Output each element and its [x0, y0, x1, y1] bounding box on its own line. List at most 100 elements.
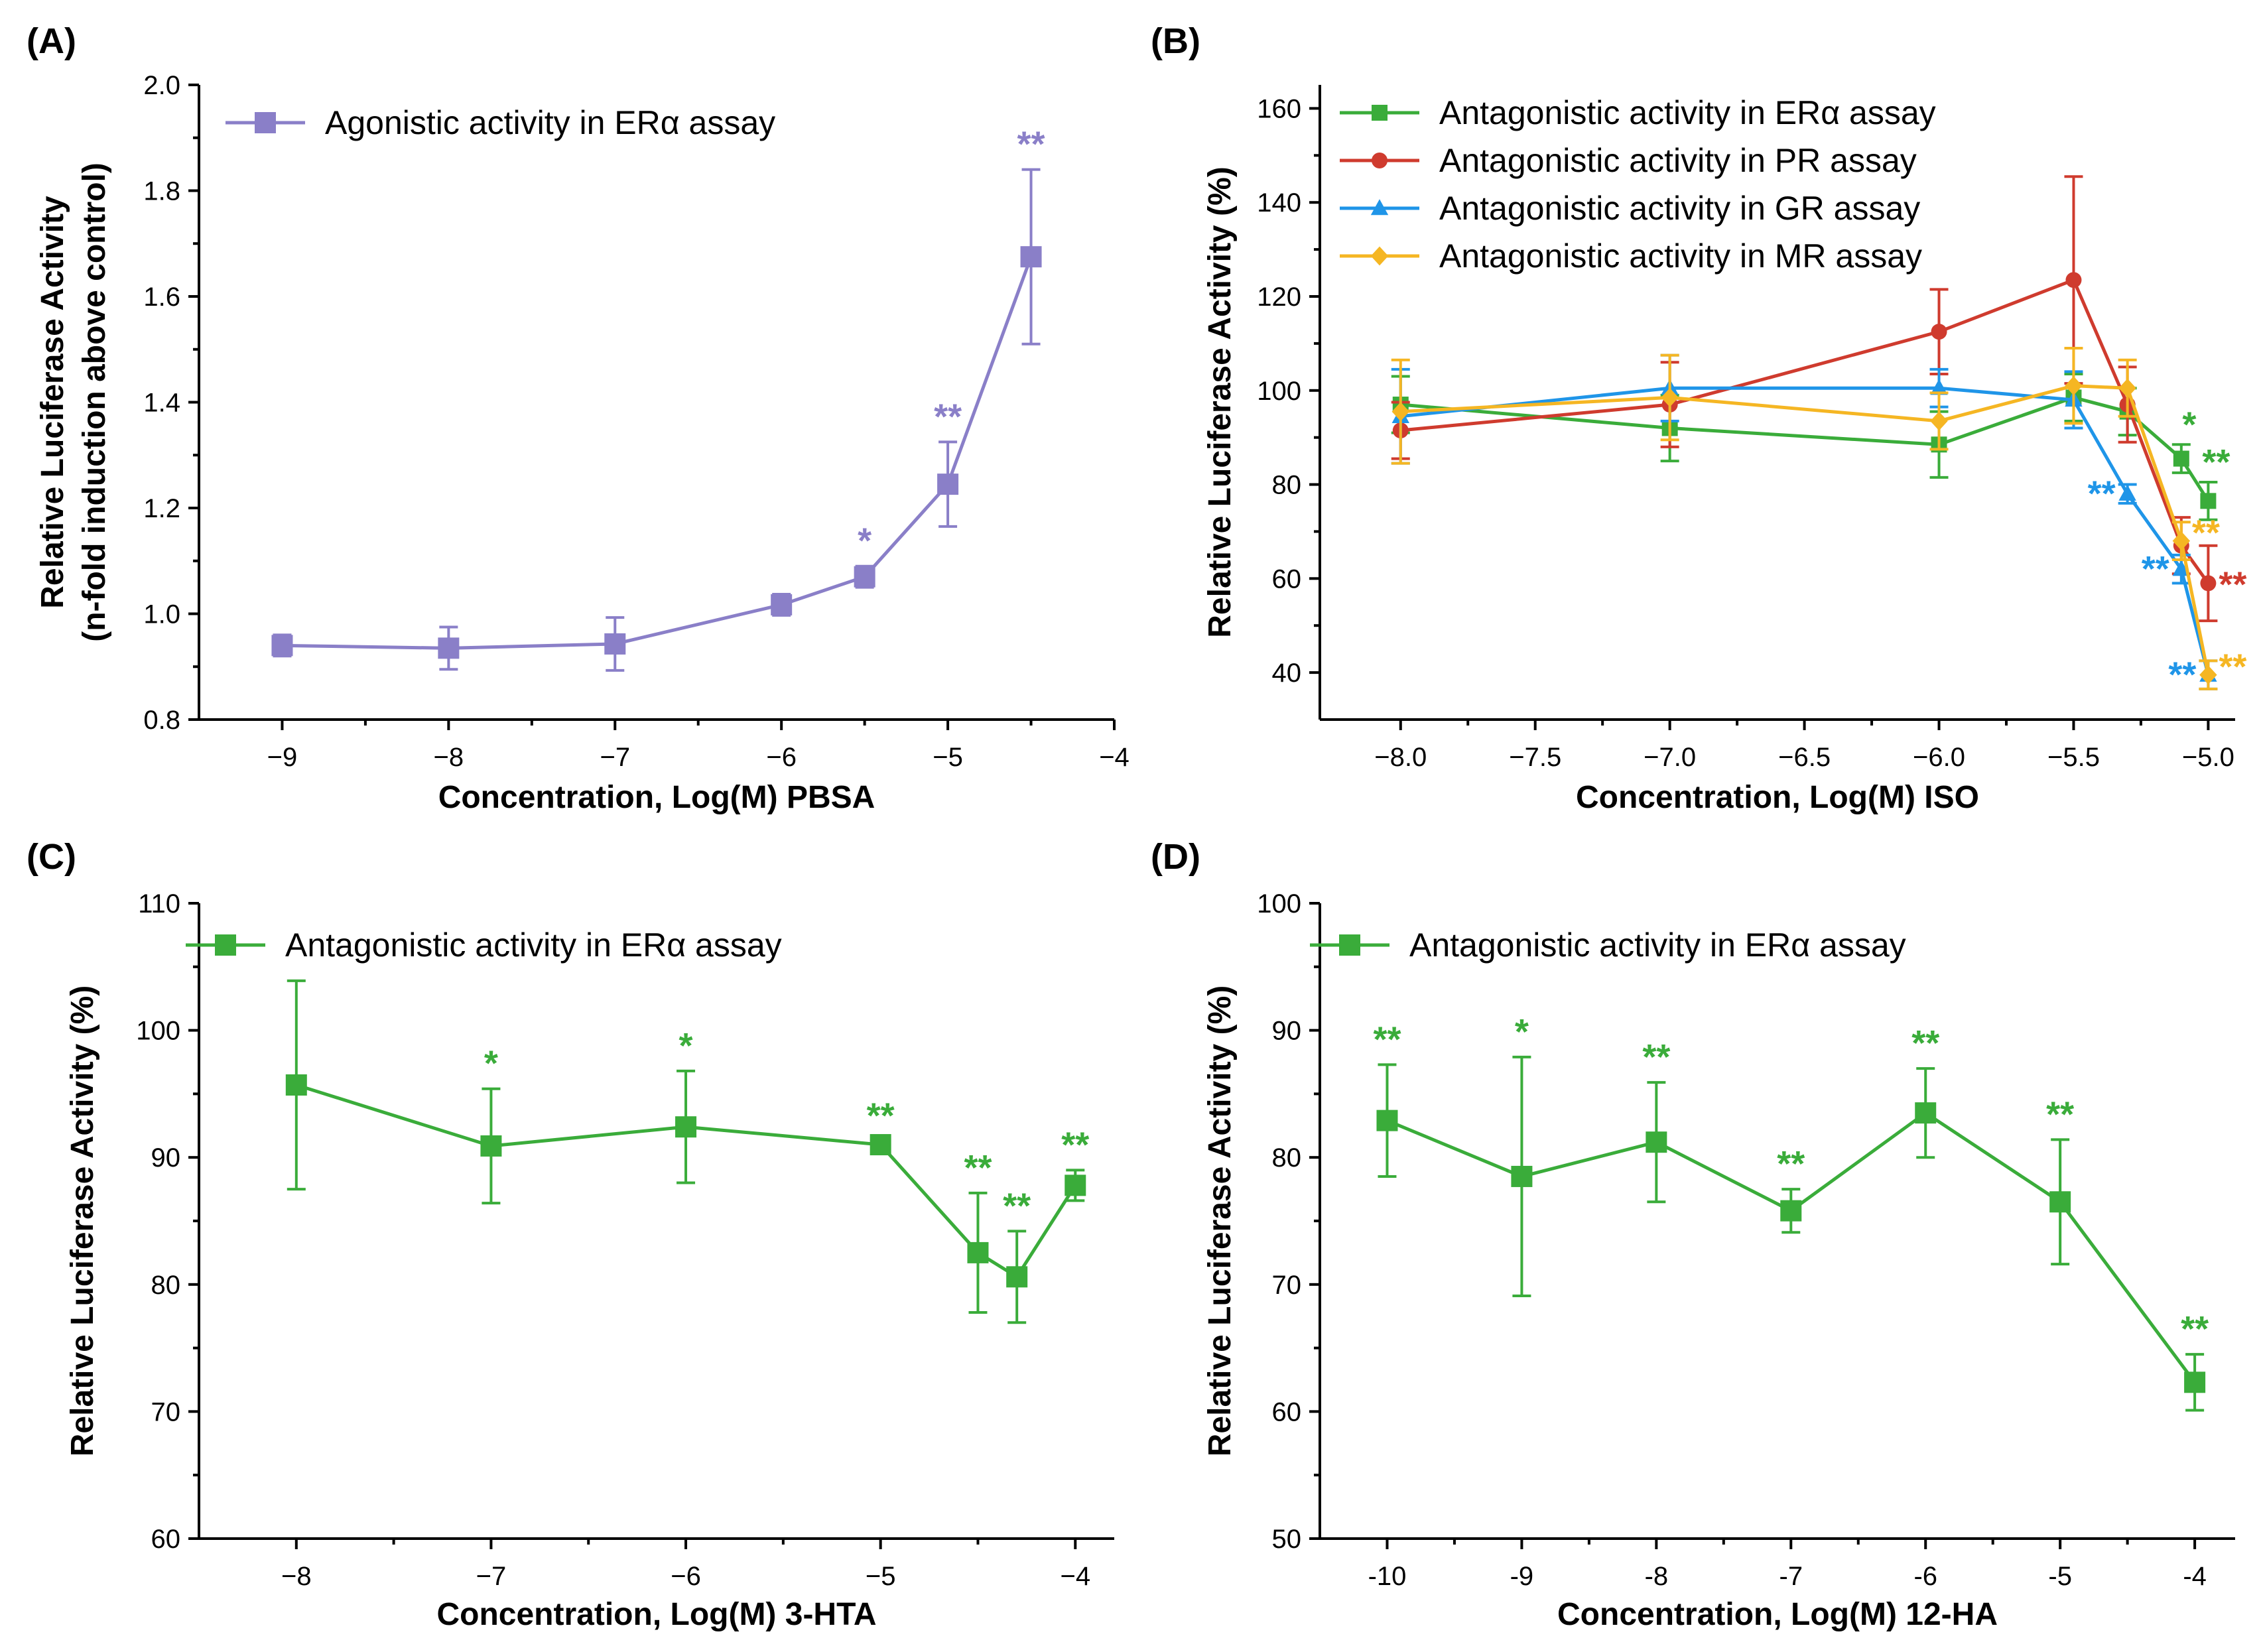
- legend-label: Antagonistic activity in ERα assay: [1439, 94, 1936, 131]
- y-tick-label: 120: [1257, 283, 1301, 312]
- data-point: [2118, 484, 2136, 501]
- x-tick-label: −6: [671, 1562, 701, 1591]
- x-tick-label: -9: [1510, 1562, 1534, 1591]
- x-tick-label: -5: [2048, 1562, 2072, 1591]
- panel-letter: (A): [27, 21, 76, 61]
- y-tick-label: 80: [1272, 471, 1302, 500]
- panel-b: (B) −8.0 −7.5 −7.0 −6.5 −6.0 −5.5 −5.0 40 60 80 100…: [1151, 21, 2246, 815]
- y-tick-label: 40: [1272, 659, 1302, 688]
- panel-a: (A) −9 −8 −7 −6 −5 −4 0.8 1.0 1.2 1.4 1.6 1.8 2.0 Conc…: [27, 21, 1130, 815]
- significance-label: **: [1061, 1125, 1089, 1165]
- significance-label: **: [2219, 564, 2246, 604]
- data-point: [2172, 560, 2191, 576]
- significance-label: **: [2192, 513, 2220, 553]
- x-axis-title: Concentration, Log(M) 3-HTA: [436, 1597, 876, 1632]
- data-point: [2184, 1371, 2206, 1393]
- data-point: [1661, 388, 1679, 407]
- x-tick-label: -10: [1368, 1562, 1407, 1591]
- y-tick-label: 50: [1272, 1525, 1302, 1554]
- data-point: [271, 635, 293, 657]
- y-tick-label: 1.0: [143, 600, 180, 629]
- y-tick-label: 60: [1272, 1397, 1302, 1427]
- data-point: [2172, 531, 2191, 551]
- data-point: [1006, 1266, 1028, 1288]
- series-line: [1400, 277, 2210, 584]
- significance-label: **: [2088, 474, 2116, 514]
- y-tick-label: 1.8: [143, 177, 180, 206]
- panel-letter: (B): [1151, 21, 1200, 61]
- x-tick-label: −7.5: [1509, 743, 1561, 772]
- y-tick-label: 100: [1257, 377, 1301, 406]
- x-tick-label: −6.0: [1913, 743, 1965, 772]
- y-axis-title: Relative Luciferase Activity (%): [1202, 166, 1238, 637]
- data-point: [2065, 272, 2082, 288]
- y-tick-label: 100: [1257, 889, 1301, 919]
- x-tick-label: −9: [267, 743, 298, 772]
- x-tick-label: −4: [1060, 1562, 1090, 1591]
- series-square: *****: [271, 125, 1045, 672]
- y-tick-label: 60: [151, 1525, 181, 1554]
- series-line: [1400, 386, 2210, 676]
- significance-label: *: [484, 1044, 498, 1084]
- y-tick-label: 90: [151, 1143, 181, 1173]
- legend-label: Agonistic activity in ERα assay: [325, 104, 775, 141]
- significance-label: **: [2181, 1309, 2209, 1349]
- x-tick-label: −5.0: [2182, 743, 2234, 772]
- series-line: [1400, 384, 2210, 676]
- data-point: [870, 1134, 891, 1156]
- significance-label: **: [934, 397, 962, 436]
- legend-label: Antagonistic activity in ERα assay: [1409, 926, 1906, 964]
- legend-marker: [215, 934, 236, 956]
- series-diamond: ** **: [1391, 346, 2246, 690]
- x-axis-title: Concentration, Log(M) ISO: [1576, 780, 1979, 815]
- panel-c: (C) −8 −7 −6 −5 −4 60 70 80 90 100 110 Concentration…: [27, 837, 1114, 1632]
- x-tick-label: −7.0: [1644, 743, 1696, 772]
- y-tick-label: 0.8: [143, 706, 180, 735]
- y-axis-title: Relative Luciferase Activity (%): [1202, 985, 1238, 1456]
- data-point: [675, 1116, 697, 1138]
- y-tick-label: 70: [151, 1397, 181, 1427]
- data-point: [937, 474, 959, 495]
- data-point: [1931, 324, 1947, 340]
- data-point: [1780, 1200, 1802, 1222]
- x-axis-title: Concentration, Log(M) 12-HA: [1557, 1597, 1998, 1632]
- data-point: [1391, 402, 1409, 422]
- y-tick-label: 2.0: [143, 71, 180, 100]
- data-point: [1020, 246, 1042, 268]
- y-tick-label: 110: [138, 889, 180, 919]
- data-point: [1065, 1175, 1086, 1196]
- data-point: [2200, 493, 2217, 509]
- data-point: [1376, 1110, 1398, 1131]
- x-tick-label: −5.5: [2047, 743, 2100, 772]
- data-point: [2200, 575, 2217, 592]
- x-axis-title: Concentration, Log(M) PBSA: [438, 780, 875, 815]
- significance-label: *: [2182, 405, 2196, 444]
- x-tick-label: −7: [600, 743, 630, 772]
- data-point: [1915, 1102, 1937, 1124]
- y-axis-title: Relative Luciferase Activity: [35, 196, 70, 609]
- x-tick-label: −8: [281, 1562, 312, 1591]
- x-tick-label: −5: [933, 743, 963, 772]
- significance-label: **: [1017, 125, 1045, 164]
- legend-marker: [1372, 105, 1388, 121]
- y-tick-label: 60: [1272, 564, 1302, 594]
- significance-label: **: [1373, 1019, 1401, 1059]
- significance-label: **: [964, 1148, 992, 1188]
- data-point: [1930, 379, 1948, 395]
- significance-label: *: [858, 521, 872, 561]
- y-tick-label: 1.4: [143, 389, 180, 418]
- panel-d: (D) -10 -9 -8 -7 -6 -5 -4 50 60 70 80 90 100 Concentra…: [1151, 837, 2235, 1632]
- y-tick-label: 90: [1272, 1017, 1302, 1046]
- data-point: [2049, 1191, 2071, 1213]
- significance-label: **: [1911, 1023, 1939, 1063]
- legend-marker: [1370, 199, 1389, 216]
- series-square: * *********: [285, 979, 1089, 1324]
- data-point: [1930, 411, 1948, 431]
- legend-marker: [1372, 153, 1388, 168]
- data-point: [604, 633, 626, 655]
- y-tick-label: 1.2: [143, 494, 180, 523]
- y-tick-label: 160: [1257, 94, 1301, 123]
- series-line: [282, 256, 1033, 650]
- legend-marker: [1370, 246, 1389, 266]
